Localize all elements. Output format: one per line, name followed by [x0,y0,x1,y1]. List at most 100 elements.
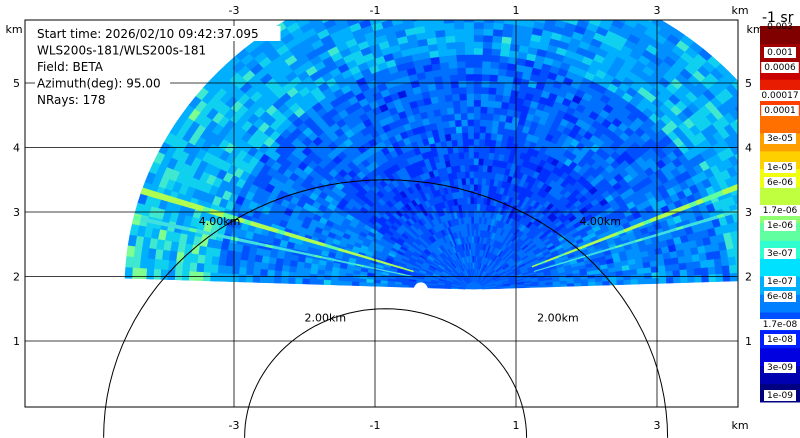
range-bin [473,28,484,36]
range-bin [445,41,456,50]
range-bin [303,6,317,17]
range-bin [407,0,419,2]
range-bin [546,11,558,20]
range-bin [348,0,361,4]
range-bin [604,8,617,18]
range-bin [465,86,474,94]
range-bin [467,125,474,133]
range-bin [526,7,538,15]
range-bin [463,9,474,16]
range-bin [651,20,666,29]
range-bin [447,54,457,63]
range-bin [473,80,482,88]
range-bin [492,28,504,37]
range-bin [473,67,483,75]
range-bin [701,274,710,283]
range-bin [503,82,513,91]
range-bin [245,267,254,276]
range-bin [527,0,539,8]
range-bin [473,151,480,159]
range-bin [538,2,550,11]
range-bin [473,99,482,107]
range-bin [699,259,709,269]
range-bin [707,266,716,275]
range-bin [586,0,599,4]
range-bin [455,132,463,140]
range-bin [491,41,502,50]
range-bin [450,80,459,89]
range-bin [477,177,483,185]
range-bin [495,3,506,10]
range-bin [588,20,602,27]
range-bin [487,93,496,102]
range-bin [491,120,500,128]
range-bin [496,127,505,135]
range-bin [742,180,752,191]
range-bin [573,0,586,7]
range-bin [188,271,197,281]
range-bin [470,197,474,205]
range-bin [400,9,412,17]
range-bin [473,216,477,224]
range-bin [728,264,738,274]
colorbar-label: 1e-09 [767,391,793,401]
range-bin [453,9,464,16]
range-bin [443,20,455,24]
info-line: NRays: 178 [37,93,106,107]
range-bin [473,164,479,172]
range-bin [473,106,481,114]
range-bin [127,234,138,247]
range-bin [181,270,190,281]
range-bin [489,74,499,82]
range-bin [611,20,625,30]
range-bin [410,7,422,15]
range-bin [196,262,205,273]
range-bin [132,256,141,269]
range-bin [468,151,474,159]
range-bin [463,151,470,159]
range-bin [452,3,463,10]
range-bin [266,276,275,284]
range-bin [125,256,134,269]
range-bin [708,273,717,283]
range-bin [451,93,460,102]
range-bin [161,249,171,261]
range-bin [483,20,495,23]
range-bin [481,60,491,69]
info-line: WLS200s-181/WLS200s-181 [37,44,206,58]
range-bin [351,1,364,11]
range-bin [145,268,155,280]
range-bin [573,282,582,287]
range-bin [493,107,502,115]
range-ring-label: 2.00km [537,312,579,325]
range-bin [421,5,433,13]
range-bin [210,264,219,274]
range-bin [720,256,730,267]
range-bin [468,145,474,153]
range-bin [259,268,268,277]
range-bin [477,184,482,192]
range-bin [473,242,476,250]
range-bin [594,4,607,14]
x-tick-label-top: -1 [370,4,381,17]
range-bin [389,11,401,20]
range-bin [554,20,567,29]
range-bin [449,126,457,135]
range-bin [644,272,653,279]
range-bin [551,0,564,1]
range-bin [677,255,687,264]
range-bin [453,21,465,30]
range-bin [225,257,234,267]
range-bin [733,92,738,102]
range-bin [146,258,156,270]
range-bin [727,256,737,266]
colorbar-label-bg [758,205,800,216]
range-bin [694,274,703,283]
range-ring [103,179,669,438]
range-bin [126,245,136,258]
range-bin [473,60,483,68]
range-bin [580,281,589,287]
colorbar-label-bg [764,220,796,231]
range-bin [327,3,341,13]
